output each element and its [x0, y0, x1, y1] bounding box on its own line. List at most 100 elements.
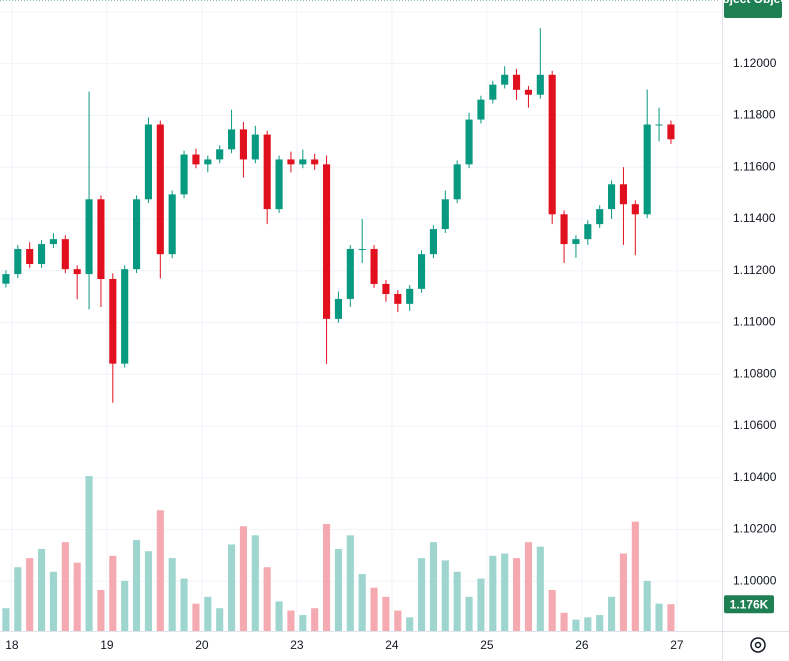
volume-bar — [477, 578, 485, 631]
volume-bar — [631, 521, 639, 631]
volume-bar — [2, 608, 10, 631]
volume-bar — [49, 571, 57, 631]
candle-body — [643, 124, 651, 215]
volume-bar — [608, 596, 616, 631]
volume-bar — [26, 558, 34, 631]
candle-body — [228, 129, 236, 150]
y-tick-label: 1.10400 — [733, 470, 777, 484]
candle-body — [441, 199, 449, 230]
candle-body — [667, 124, 675, 140]
volume-bar — [287, 610, 295, 631]
candle-body — [489, 84, 497, 100]
volume-bar — [406, 617, 414, 631]
candle-body — [97, 199, 105, 280]
candle-body — [536, 74, 544, 95]
candle-body — [406, 288, 414, 304]
candle-body — [596, 209, 604, 225]
y-tick-label: 1.11200 — [733, 263, 776, 277]
volume-bar — [73, 562, 81, 631]
volume-bar — [156, 510, 164, 631]
volume-bar — [121, 580, 129, 631]
last-price-label: [object Object] — [711, 0, 789, 6]
candle-body — [2, 274, 10, 284]
x-tick-label: 25 — [480, 638, 494, 652]
candle-body — [346, 248, 354, 299]
volume-bar — [584, 617, 592, 631]
candle-body — [49, 239, 57, 245]
candle-body — [121, 269, 129, 364]
volume-bar — [263, 567, 271, 631]
y-tick-label: 1.10800 — [733, 366, 777, 380]
x-tick-label: 19 — [100, 638, 114, 652]
settings-button[interactable] — [750, 637, 766, 653]
volume-bar — [453, 571, 461, 631]
candle-body — [453, 164, 461, 200]
x-tick-label: 23 — [290, 638, 304, 652]
volume-bar — [228, 544, 236, 631]
volume-bar — [536, 546, 544, 631]
volume-bar — [441, 560, 449, 631]
y-tick-label: 1.10000 — [733, 573, 777, 587]
volume-bar — [204, 596, 212, 631]
y-tick-label: 1.11800 — [733, 108, 776, 122]
x-tick-label: 20 — [195, 638, 209, 652]
y-tick-label: 1.12000 — [733, 56, 777, 70]
candle-body — [418, 254, 426, 289]
candle-body — [192, 154, 200, 165]
volume-bar — [501, 553, 509, 631]
candle-body — [394, 294, 402, 304]
volume-bar — [560, 612, 568, 631]
volume-bar — [394, 610, 402, 631]
x-tick-label: 24 — [385, 638, 399, 652]
candle-body — [144, 124, 152, 200]
candle-body — [133, 199, 141, 270]
candle-layer — [2, 28, 675, 403]
candle-body — [275, 159, 283, 210]
candle-body — [323, 164, 331, 319]
volume-bar — [596, 615, 604, 631]
y-tick-label: 1.11400 — [733, 211, 776, 225]
candle-body — [299, 159, 307, 165]
candle-body — [311, 159, 319, 165]
candle-body — [655, 124, 663, 126]
candle-body — [109, 279, 117, 364]
candle-body — [14, 248, 22, 275]
volume-bar — [323, 523, 331, 631]
y-tick-label: 1.11000 — [733, 315, 776, 329]
volume-layer — [2, 476, 675, 631]
volume-bar — [489, 555, 497, 631]
candle-body — [608, 184, 616, 210]
volume-label: 1.176K — [730, 597, 769, 611]
volume-bar — [192, 603, 200, 631]
grid — [0, 0, 722, 631]
x-tick-label: 27 — [670, 638, 684, 652]
candle-body — [572, 239, 580, 245]
settings-icon — [750, 637, 766, 653]
volume-bar — [619, 553, 627, 631]
y-tick-label: 1.10200 — [733, 522, 777, 536]
x-tick-label: 26 — [575, 638, 589, 652]
volume-bar — [109, 555, 117, 631]
candle-body — [501, 74, 509, 85]
volume-bar — [97, 589, 105, 631]
candle-body — [548, 74, 556, 215]
volume-bar — [572, 619, 580, 631]
candle-body — [156, 124, 164, 255]
volume-bar — [346, 535, 354, 631]
candle-body — [204, 159, 212, 165]
volume-bar — [643, 580, 651, 631]
candle-body — [216, 149, 224, 160]
volume-bar — [180, 578, 188, 631]
candle-body — [465, 119, 473, 165]
candle-body — [239, 129, 247, 160]
volume-bar — [133, 539, 141, 631]
volume-bar — [655, 603, 663, 631]
candle-body — [370, 248, 378, 284]
volume-bar — [251, 535, 259, 631]
candle-body — [287, 159, 295, 165]
candle-body — [73, 269, 81, 275]
volume-bar — [38, 548, 46, 631]
